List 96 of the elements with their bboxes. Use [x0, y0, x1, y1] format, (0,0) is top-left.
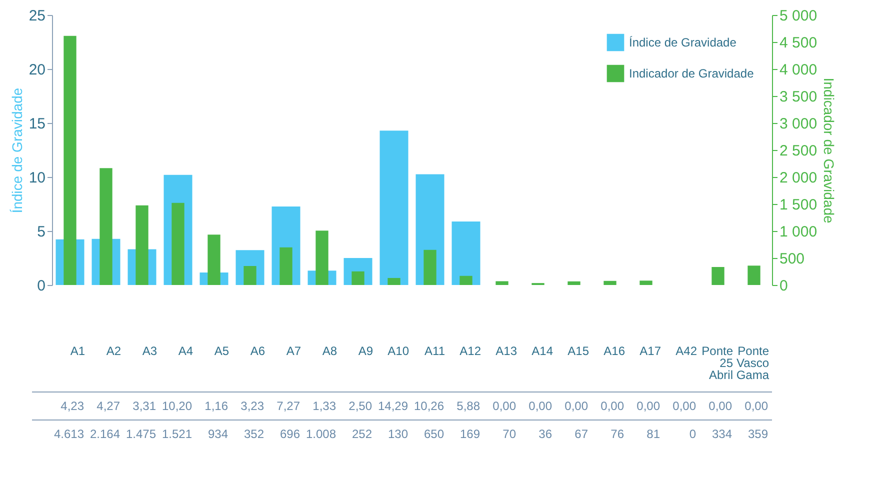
- bar: [244, 266, 256, 285]
- data-label: 334: [712, 427, 732, 441]
- bar: [748, 266, 760, 285]
- x-tick-label: A5: [214, 344, 230, 358]
- x-tick-label: A4: [178, 344, 194, 358]
- data-label: 934: [208, 427, 228, 441]
- data-label: 169: [460, 427, 480, 441]
- x-tick-label: A12: [460, 344, 482, 358]
- bar: [712, 266, 724, 285]
- y-tick-label: 25: [28, 8, 46, 24]
- data-label: 0,00: [744, 399, 768, 413]
- data-label: 2.164: [90, 427, 120, 441]
- x-tick-label: A2: [106, 344, 122, 358]
- data-label: 10,20: [162, 399, 192, 413]
- y-tick-label: 20: [28, 62, 46, 78]
- data-label: 70: [502, 427, 516, 441]
- y2-tick-label: 0: [780, 278, 788, 294]
- bar: [424, 250, 436, 285]
- data-label: 359: [748, 427, 768, 441]
- data-label: 1.521: [162, 427, 192, 441]
- bar: [460, 276, 472, 285]
- data-label: 5,88: [456, 399, 480, 413]
- bar: [604, 280, 616, 285]
- data-label: 0,00: [672, 399, 696, 413]
- data-label: 2,50: [348, 399, 372, 413]
- x-tick-label: A3: [142, 344, 158, 358]
- data-label: 0: [689, 427, 696, 441]
- y2-tick-label: 5 000: [780, 8, 818, 24]
- y2-axis-title: Indicador de Gravidade: [821, 78, 838, 224]
- y2-tick-label: 4 500: [780, 34, 818, 52]
- data-label: 14,29: [378, 399, 408, 413]
- data-label: 7,27: [276, 399, 300, 413]
- bar: [568, 281, 580, 285]
- data-label: 4,23: [60, 399, 84, 413]
- data-label: 36: [538, 427, 552, 441]
- data-label: 0,00: [564, 399, 588, 413]
- x-tick-label: A11: [424, 344, 446, 358]
- bar: [496, 281, 508, 285]
- y2-tick-label: 1 500: [780, 196, 818, 214]
- y2-tick-label: 1 000: [780, 224, 818, 240]
- x-tick-label: A7: [286, 344, 302, 358]
- data-label: 1,16: [204, 399, 228, 413]
- data-label: 3,31: [132, 399, 156, 413]
- data-label: 0,00: [636, 399, 660, 413]
- y2-tick-label: 3 000: [780, 116, 818, 132]
- x-tick-label: Ponte 25 Abril: [702, 344, 734, 382]
- bar: [352, 271, 364, 285]
- bar: [280, 247, 292, 285]
- bar: [380, 130, 408, 285]
- data-label: 76: [610, 427, 624, 441]
- x-tick-label: A16: [604, 344, 626, 358]
- y2-tick-label: 2 000: [780, 170, 818, 186]
- x-tick-label: A42: [676, 344, 698, 358]
- x-tick-label: A10: [388, 344, 410, 358]
- legend-label: Indicador de Gravidade: [629, 66, 754, 80]
- data-label: 352: [244, 427, 264, 441]
- bar: [172, 202, 184, 285]
- x-tick-label: A17: [640, 344, 662, 358]
- x-tick-label: A6: [250, 344, 266, 358]
- data-label: 67: [574, 427, 588, 441]
- y2-tick-label: 2 500: [780, 142, 818, 160]
- x-tick-label: A13: [496, 344, 518, 358]
- data-label: 1.475: [126, 427, 156, 441]
- data-label: 696: [280, 427, 300, 441]
- data-label: 1,33: [312, 399, 336, 413]
- data-label: 1.008: [306, 427, 336, 441]
- y-tick-label: 0: [37, 278, 46, 294]
- data-label: 4.613: [54, 427, 84, 441]
- data-label: 0,00: [708, 399, 732, 413]
- data-label: 252: [352, 427, 372, 441]
- y2-tick-label: 3 500: [780, 88, 818, 106]
- bar: [640, 280, 652, 285]
- data-label: 4,27: [96, 399, 120, 413]
- x-tick-label: A8: [322, 344, 338, 358]
- x-tick-label: A1: [70, 344, 86, 358]
- x-tick-label: A15: [568, 344, 590, 358]
- y2-tick-label: 4 000: [780, 62, 818, 78]
- y-axis-title: Índice de Gravidade: [8, 88, 25, 214]
- x-tick-label: Ponte Vasco Gama: [736, 344, 770, 382]
- data-label: 0,00: [600, 399, 624, 413]
- data-label: 0,00: [528, 399, 552, 413]
- x-tick-label: A14: [532, 344, 554, 358]
- data-label: 130: [388, 427, 408, 441]
- data-label: 650: [424, 427, 444, 441]
- data-label: 10,26: [414, 399, 444, 413]
- bar: [452, 221, 480, 285]
- y2-tick-label: 500: [780, 250, 805, 268]
- y-tick-label: 5: [37, 224, 46, 240]
- y-tick-label: 15: [28, 116, 46, 132]
- bar: [388, 278, 400, 285]
- y-tick-label: 10: [28, 170, 46, 186]
- data-label: 0,00: [492, 399, 516, 413]
- x-tick-label: A9: [358, 344, 374, 358]
- data-label: 3,23: [240, 399, 264, 413]
- data-label: 81: [646, 427, 660, 441]
- legend-label: Índice de Gravidade: [629, 36, 737, 50]
